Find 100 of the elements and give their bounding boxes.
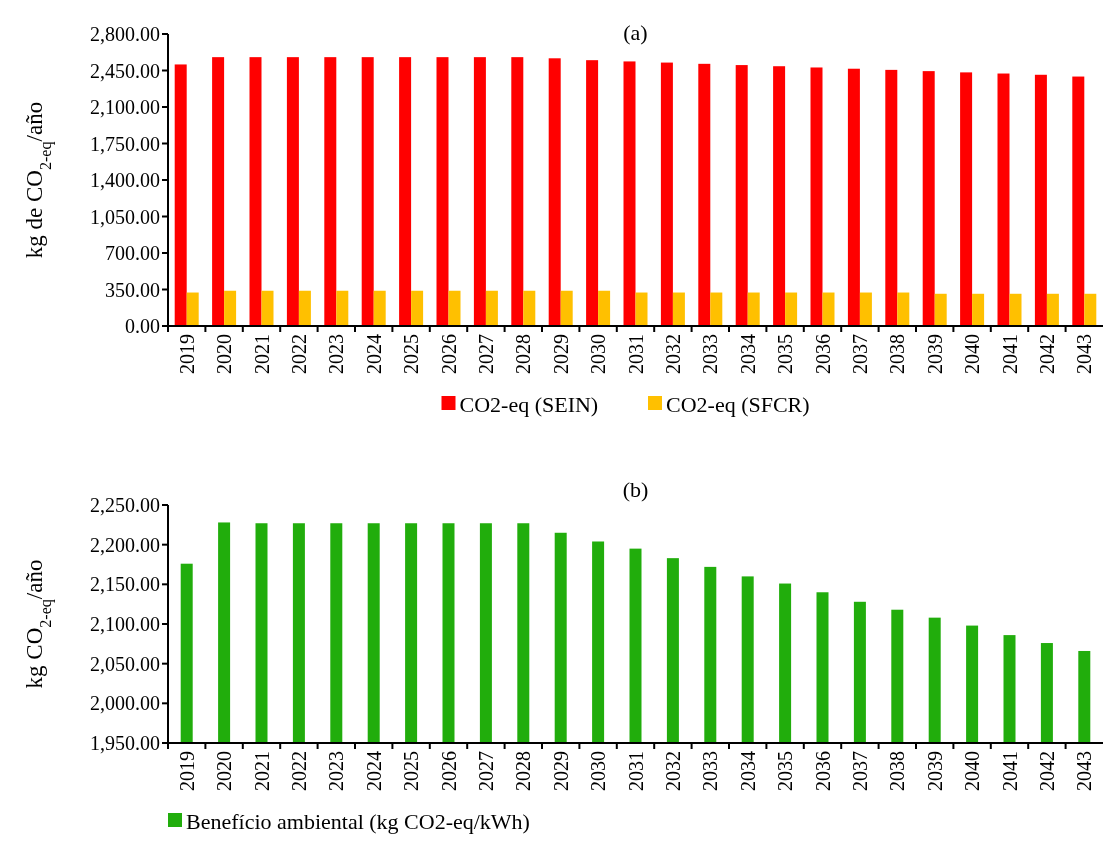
- x-tick-label: 2039: [923, 751, 946, 791]
- bar: [773, 66, 786, 326]
- x-tick-label: 2032: [661, 751, 684, 791]
- y-tick-label: 2,250.00: [90, 494, 160, 516]
- x-tick-label: 2034: [736, 751, 759, 791]
- x-tick-label: 2034: [736, 334, 759, 374]
- bar: [747, 292, 760, 326]
- x-tick-label: 2029: [549, 334, 572, 374]
- bar: [897, 292, 910, 326]
- bar: [485, 290, 498, 326]
- x-tick-label: 2039: [923, 334, 946, 374]
- bar: [174, 64, 187, 326]
- x-tick-label: 2032: [661, 334, 684, 374]
- bar: [399, 57, 412, 326]
- y-tick-label: 700.00: [105, 242, 160, 264]
- y-tick-label: 2,800.00: [90, 23, 160, 45]
- y-tick-label: 1,950.00: [90, 732, 160, 754]
- x-tick-label: 2041: [998, 334, 1021, 374]
- x-tick-label: 2028: [512, 334, 535, 374]
- x-tick-label: 2020: [213, 334, 236, 374]
- y-tick-label: 2,150.00: [90, 573, 160, 596]
- bar: [586, 60, 599, 326]
- bar: [298, 290, 311, 326]
- bar: [224, 290, 237, 326]
- x-tick-label: 2031: [624, 751, 647, 791]
- x-tick-label: 2038: [886, 334, 909, 374]
- bar: [822, 292, 835, 326]
- chart-title: (b): [622, 477, 649, 502]
- x-tick-label: 2026: [437, 751, 460, 791]
- x-tick-label: 2040: [961, 334, 984, 374]
- bar: [672, 292, 685, 326]
- bar: [660, 62, 673, 326]
- bar: [635, 292, 648, 326]
- bar: [1046, 293, 1059, 326]
- y-tick-label: 2,050.00: [90, 652, 160, 675]
- x-tick-label: 2030: [587, 751, 610, 791]
- bar: [859, 292, 872, 326]
- bar: [735, 65, 748, 326]
- legend-label: CO2-eq (SFCR): [666, 391, 810, 417]
- y-tick-label: 2,200.00: [90, 533, 160, 556]
- bar: [373, 290, 386, 326]
- bar: [1072, 76, 1085, 326]
- bar: [847, 68, 860, 326]
- chart-title: (a): [623, 20, 648, 45]
- bar: [934, 293, 947, 326]
- x-tick-label: 2035: [774, 334, 797, 374]
- bar: [810, 67, 823, 326]
- y-tick-label: 2,450.00: [90, 59, 160, 82]
- y-tick-label: 2,000.00: [90, 692, 160, 715]
- x-tick-label: 2024: [362, 334, 385, 374]
- x-tick-label: 2020: [213, 751, 236, 791]
- legend-label: Benefício ambiental (kg CO2-eq/kWh): [186, 808, 530, 834]
- x-tick-label: 2038: [886, 751, 909, 791]
- y-tick-label: 1,400.00: [90, 169, 160, 191]
- bar: [997, 73, 1010, 326]
- x-tick-label: 2035: [774, 751, 797, 791]
- bar: [1009, 293, 1022, 326]
- x-tick-label: 2041: [998, 751, 1021, 791]
- x-tick-label: 2028: [512, 751, 535, 791]
- bar: [560, 290, 573, 326]
- bar: [710, 292, 723, 326]
- bar: [922, 71, 935, 326]
- bar: [336, 290, 349, 326]
- bar: [511, 57, 524, 326]
- x-tick-label: 2031: [624, 334, 647, 374]
- x-tick-label: 2023: [325, 334, 348, 374]
- x-tick-label: 2042: [1035, 751, 1058, 791]
- bar: [324, 57, 337, 326]
- bar: [785, 292, 798, 326]
- x-tick-label: 2027: [474, 751, 497, 791]
- bar: [212, 57, 225, 326]
- y-tick-label: 2,100.00: [90, 613, 160, 635]
- bar: [698, 63, 711, 326]
- x-tick-label: 2033: [699, 334, 722, 374]
- x-tick-label: 2043: [1073, 334, 1096, 374]
- x-tick-label: 2037: [848, 751, 871, 791]
- bar: [598, 290, 611, 326]
- x-tick-label: 2029: [549, 751, 572, 791]
- bar: [885, 69, 898, 326]
- x-tick-label: 2022: [287, 751, 310, 791]
- bar: [448, 290, 461, 326]
- y-tick-label: 350.00: [105, 278, 160, 301]
- y-tick-label: 1,750.00: [90, 132, 160, 155]
- bar: [1084, 293, 1097, 326]
- x-tick-label: 2036: [811, 334, 834, 374]
- x-tick-label: 2019: [175, 751, 198, 791]
- bar: [186, 292, 199, 326]
- x-tick-label: 2021: [250, 334, 273, 374]
- x-tick-label: 2021: [250, 751, 273, 791]
- x-tick-label: 2025: [400, 751, 423, 791]
- x-tick-label: 2030: [587, 334, 610, 374]
- x-tick-label: 2026: [437, 334, 460, 374]
- bar: [972, 293, 985, 326]
- x-tick-label: 2022: [287, 334, 310, 374]
- x-tick-label: 2019: [175, 334, 198, 374]
- x-tick-label: 2025: [400, 334, 423, 374]
- bar: [960, 72, 973, 326]
- bar: [249, 57, 262, 326]
- bar: [523, 290, 536, 326]
- x-tick-label: 2033: [699, 751, 722, 791]
